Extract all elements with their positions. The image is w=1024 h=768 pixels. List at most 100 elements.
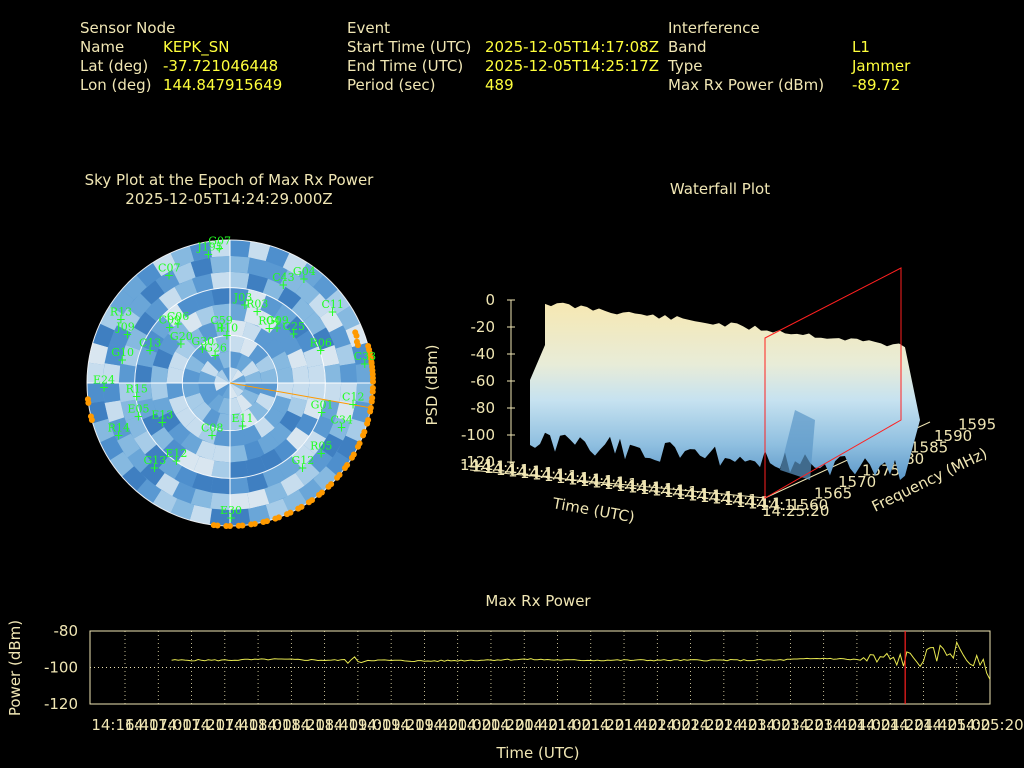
skyplot-cell [355,362,373,383]
satellite-label: G13 [143,454,166,467]
satellite-label: C25 [283,320,305,333]
waterfall-z-tick-label: -60 [471,372,496,390]
waterfall-time-tick-label: 14:1 [700,488,734,506]
waterfall-time-tick-label: 14:1 [568,470,602,488]
waterfall-z-tick-label: -80 [471,399,496,417]
skyplot-cell [140,280,165,305]
jammer-marker [354,443,361,450]
event-start-label: Start Time (UTC) [347,38,472,56]
power-x-tick-label: 14:21:00 [524,716,591,734]
jammer-marker [248,521,255,528]
skyplot-cell [87,383,105,404]
waterfall-time-tick-label: 14:1 [556,469,590,487]
skyplot-cell [214,383,230,391]
skyplot-cell [323,363,342,383]
jammer-marker [87,413,94,420]
skyplot-cell [286,315,310,339]
skyplot-cell [287,397,308,418]
waterfall-time-tick-label: 14:1 [676,485,710,503]
skyplot-cell [198,424,218,445]
satellite-label: J195 [196,241,222,254]
skyplot-subtitle: 2025-12-05T14:24:29.000Z [125,190,333,208]
skyplot-cell [174,465,198,488]
skyplot-cell [166,366,184,383]
satellite-marker: + [203,248,213,262]
skyplot-cell [212,303,230,322]
satellite-label: C43 [272,271,294,284]
skyplot-cell [109,417,131,441]
skyplot-cell [172,262,196,284]
jammer-marker [369,378,376,385]
satellite-label: G30 [191,335,214,348]
waterfall-time-tick-label: 14:1 [604,475,638,493]
skyplot-cell [185,416,207,439]
power-x-tick-label: 14:23:00 [723,716,790,734]
skyplot-cell [141,413,164,436]
skyplot-cell [189,504,212,525]
skyplot-cell [355,383,373,404]
skyplot-cell [319,308,344,333]
waterfall-title: Waterfall Plot [669,180,771,198]
skyplot-cell [319,399,340,422]
skyplot-cell [339,363,358,383]
waterfall-time-tick-label: 14:1 [652,482,686,500]
skyplot-cell [88,342,109,365]
waterfall-time-tick-label: 14:1 [544,467,578,485]
skyplot-cell [172,482,196,504]
power-x-tick-label: 14:22:20 [657,716,724,734]
skyplot-cell [184,392,205,412]
interference-max-label: Max Rx Power (dBm) [668,76,825,94]
satellite-marker: + [240,298,250,312]
power-x-label: Time (UTC) [496,744,580,762]
skyplot-background [87,240,373,526]
skyplot-cell [195,305,216,326]
skyplot-cell [230,397,243,415]
skyplot-cell [210,271,230,290]
skyplot-cell [339,383,358,403]
satellite-marker: + [214,241,224,255]
power-x-tick-label: 14:16:40 [91,716,158,734]
skyplot-cell [230,383,238,399]
skyplot-cell [329,417,351,441]
skyplot-cell [239,337,259,358]
waterfall-time-tick-label: 14:1 [640,480,674,498]
power-x-tick-label: 14:17:00 [125,716,192,734]
satellite-label: E30 [220,504,242,517]
satellite-marker: + [264,321,274,335]
satellite-marker: + [99,380,109,394]
skyplot-cell [248,241,271,262]
skyplot-cell [246,472,269,493]
waterfall-time-tick-label: 14:1 [592,474,626,492]
waterfall-time-tick-label: 14:1 [484,459,518,477]
skyplot-cell [260,449,283,472]
satellite-marker: + [149,461,159,475]
jammer-marker [367,408,374,415]
skyplot-cell [190,488,213,509]
waterfall-z-tick-label: -100 [461,426,495,444]
power-x-tick-label: 14:17:40 [191,716,258,734]
skyplot-cell [279,333,302,356]
skyplot-cell [213,429,230,447]
skyplot-cell [177,294,200,317]
satellite-label: C09 [159,314,181,327]
jammer-marker [272,515,279,522]
power-x-tick-label: 14:18:00 [224,716,291,734]
skyplot-cell [262,278,286,301]
skyplot-cell [263,338,286,360]
skyplot-cell [307,383,326,402]
waterfall-freq-tick-label: 1595 [958,416,996,434]
skyplot-cell [230,444,248,463]
power-x-tick-label: 14:25:00 [923,716,990,734]
satellite-marker: + [252,304,262,318]
waterfall-time-tick-label: 14:1 [532,466,566,484]
skyplot-title: Sky Plot at the Epoch of Max Rx Power [84,171,374,189]
jammer-marker [354,342,361,349]
satellite-marker: + [238,419,248,433]
satellite-label: E24 [93,373,115,386]
skyplot-cell [245,456,267,477]
satellite-label: R05 [310,439,332,452]
jammer-marker [260,519,267,526]
skyplot-cell [262,465,286,488]
skyplot-cell [257,311,280,334]
